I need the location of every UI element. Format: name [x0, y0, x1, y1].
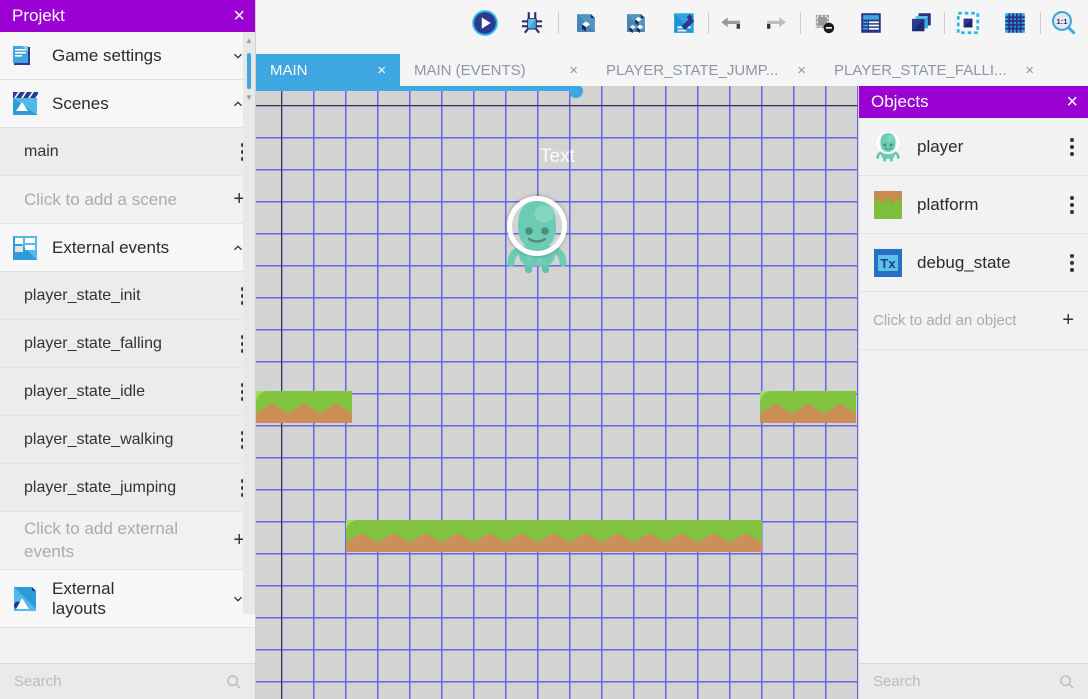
- svg-text:1:1: 1:1: [1056, 17, 1068, 26]
- svg-text:Tx: Tx: [880, 256, 896, 271]
